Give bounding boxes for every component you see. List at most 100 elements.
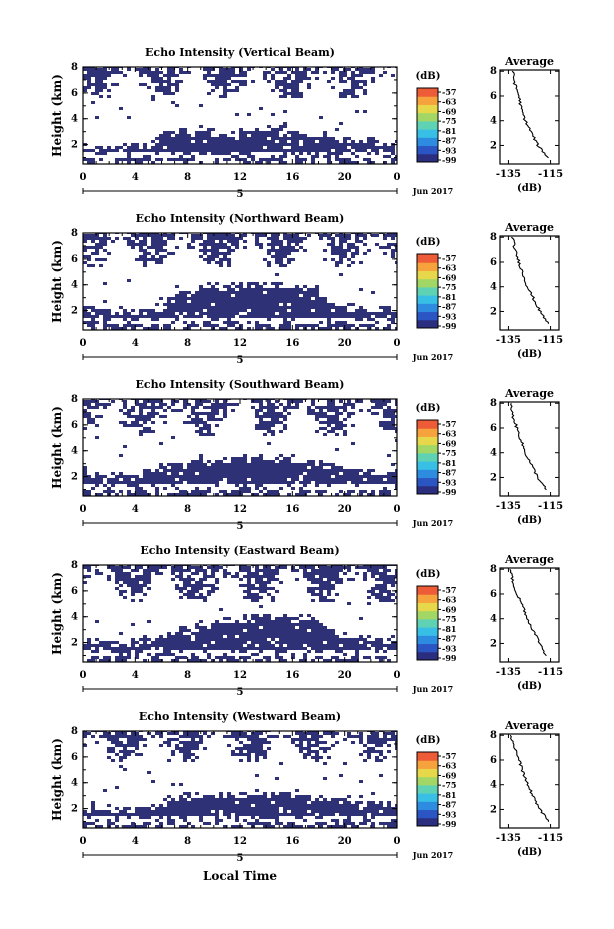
heatmap-cell — [203, 575, 207, 578]
heatmap-cell — [283, 629, 287, 632]
heatmap-cell — [311, 617, 315, 620]
heatmap-cell — [115, 741, 119, 744]
heatmap-cell — [107, 644, 111, 647]
heatmap-cell — [331, 306, 335, 309]
heatmap-cell — [395, 439, 397, 442]
heatmap-cell — [291, 95, 295, 98]
heatmap-cell — [223, 412, 227, 415]
heatmap-cell — [147, 732, 151, 735]
heatmap-cell — [291, 134, 295, 137]
heatmap-cell — [235, 478, 239, 481]
heatmap-cell — [87, 493, 91, 496]
heatmap-cell — [239, 810, 243, 813]
heatmap-cell — [331, 644, 335, 647]
heatmap-cell — [163, 653, 167, 656]
heatmap-cell — [255, 128, 259, 131]
heatmap-cell — [359, 315, 363, 318]
heatmap-cell — [215, 303, 219, 306]
heatmap-cell — [279, 68, 283, 71]
heatmap-cell — [263, 140, 267, 143]
heatmap-cell — [147, 647, 151, 650]
heatmap-cell — [295, 623, 299, 626]
heatmap-cell — [295, 134, 299, 137]
heatmap-cell — [243, 297, 247, 300]
heatmap-cell — [275, 647, 279, 650]
heatmap-cell — [303, 297, 307, 300]
heatmap-cell — [255, 143, 259, 146]
heatmap-cell — [359, 234, 363, 237]
heatmap-cell — [115, 315, 119, 318]
heatmap-cell — [203, 810, 207, 813]
heatmap-cell — [95, 644, 99, 647]
heatmap-cell — [299, 300, 303, 303]
heatmap-cell — [239, 623, 243, 626]
heatmap-cell — [395, 158, 397, 161]
colorbar-tick-label: -87 — [442, 634, 456, 644]
heatmap-cell — [371, 575, 375, 578]
heatmap-cell — [335, 309, 339, 312]
heatmap-cell — [147, 572, 151, 575]
heatmap-cell — [199, 807, 203, 810]
heatmap-cell — [183, 807, 187, 810]
heatmap-cell — [295, 155, 299, 158]
heatmap-cell — [219, 792, 223, 795]
heatmap-cell — [343, 306, 347, 309]
heatmap-cell — [119, 327, 123, 330]
heatmap-cell — [135, 590, 139, 593]
heatmap-cell — [327, 140, 331, 143]
heatmap-cell — [203, 635, 207, 638]
heatmap-cell — [143, 149, 147, 152]
heatmap-cell — [139, 240, 143, 243]
heatmap-cell — [291, 635, 295, 638]
y-axis-label: Height (km) — [50, 406, 64, 489]
heatmap-cell — [171, 403, 175, 406]
heatmap-cell — [275, 569, 279, 572]
heatmap-cell — [167, 89, 171, 92]
heatmap-cell — [335, 415, 339, 418]
heatmap-cell — [159, 243, 163, 246]
heatmap-cell — [291, 83, 295, 86]
heatmap-cell — [315, 641, 319, 644]
heatmap-cell — [283, 312, 287, 315]
heatmap-cell — [111, 324, 115, 327]
heatmap-cell — [211, 288, 215, 291]
heatmap-cell — [199, 149, 203, 152]
heatmap-cell — [311, 581, 315, 584]
heatmap-cell — [319, 566, 323, 569]
heatmap-cell — [131, 246, 135, 249]
heatmap-cell — [275, 406, 279, 409]
heatmap-cell — [131, 735, 135, 738]
heatmap-cell — [191, 306, 195, 309]
heatmap-cell — [303, 134, 307, 137]
heatmap-cell — [127, 116, 131, 119]
heatmap-cell — [123, 810, 127, 813]
heatmap-cell — [167, 252, 171, 255]
heatmap-cell — [287, 620, 291, 623]
heatmap-cell — [303, 572, 307, 575]
heatmap-cell — [319, 493, 323, 496]
heatmap-cell — [115, 481, 119, 484]
heatmap-cell — [339, 478, 343, 481]
heatmap-cell — [187, 143, 191, 146]
heatmap-cell — [311, 412, 315, 415]
heatmap-cell — [127, 744, 131, 747]
heatmap-cell — [283, 143, 287, 146]
heatmap-cell — [267, 623, 271, 626]
heatmap-cell — [83, 403, 87, 406]
heatmap-cell — [387, 644, 391, 647]
heatmap-cell — [259, 463, 263, 466]
heatmap-cell — [107, 149, 111, 152]
heatmap-cell — [295, 249, 299, 252]
heatmap-cell — [251, 463, 255, 466]
heatmap-cell — [239, 460, 243, 463]
heatmap-cell — [363, 638, 367, 641]
x-tick-label: 16 — [285, 670, 299, 681]
heatmap-cell — [263, 617, 267, 620]
heatmap-cell — [211, 478, 215, 481]
heatmap-cell — [335, 261, 339, 264]
heatmap-cell — [303, 306, 307, 309]
heatmap-cell — [383, 71, 387, 74]
heatmap-cell — [359, 409, 363, 412]
heatmap-cell — [219, 243, 223, 246]
heatmap-cell — [255, 457, 259, 460]
